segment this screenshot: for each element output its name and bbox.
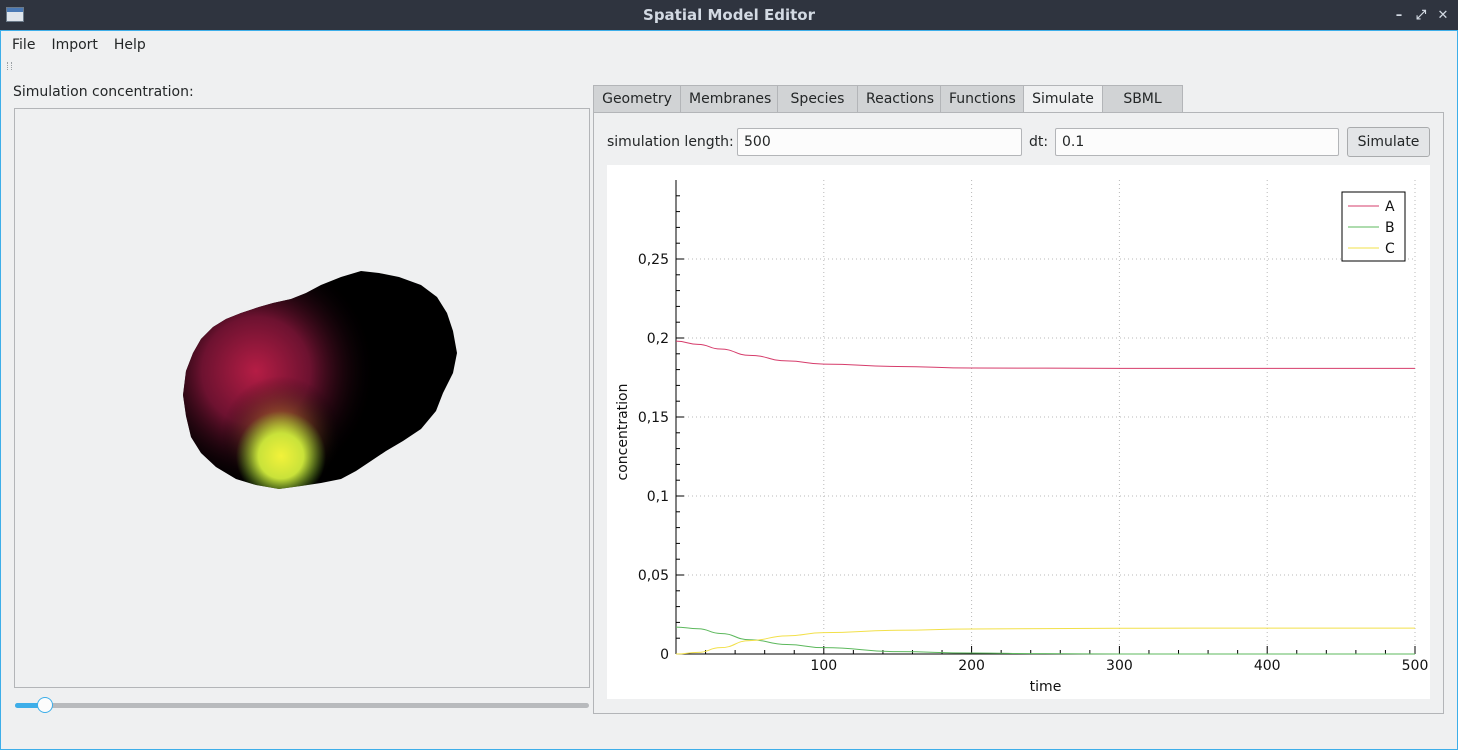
time-slider[interactable] (15, 697, 589, 713)
y-axis-label: concentration (615, 384, 631, 481)
splitter-grip[interactable] (7, 62, 12, 70)
x-tick-label: 200 (958, 658, 985, 674)
window-controls: – ⤢ ✕ (1392, 0, 1450, 30)
minimize-icon[interactable]: – (1395, 7, 1403, 23)
maximize-icon[interactable]: ⤢ (1415, 7, 1427, 23)
dt-input[interactable]: 0.1 (1055, 128, 1339, 156)
x-tick-label: 500 (1402, 658, 1429, 674)
tab-reactions[interactable]: Reactions (857, 85, 941, 112)
y-tick-label: 0,05 (638, 568, 669, 584)
menu-import[interactable]: Import (51, 37, 98, 53)
tab-sbml[interactable]: SBML (1102, 85, 1183, 112)
series-line-a (675, 340, 1415, 369)
legend-label-b: B (1385, 220, 1395, 236)
slider-handle[interactable] (37, 697, 54, 713)
y-tick-label: 0,15 (638, 410, 669, 426)
y-tick-label: 0 (660, 647, 669, 663)
dt-label: dt: (1029, 134, 1049, 150)
app-window-icon (6, 7, 24, 22)
tab-functions[interactable]: Functions (940, 85, 1024, 112)
simulation-concentration-label: Simulation concentration: (13, 84, 194, 100)
series-line-c (675, 627, 1415, 655)
chart-svg: 100 200 300 400 500 0 0,05 0,1 0,15 0,2 0,25 ABC t… (615, 180, 1429, 695)
y-tick-label: 0,25 (638, 252, 669, 268)
simulation-image-frame (14, 108, 590, 688)
x-axis-label: time (1030, 679, 1062, 695)
legend-label-a: A (1385, 199, 1395, 215)
slider-fill (15, 703, 46, 708)
tab-geometry[interactable]: Geometry (593, 85, 681, 112)
menu-help[interactable]: Help (113, 37, 146, 53)
x-tick-label: 400 (1254, 658, 1281, 674)
simulation-length-input[interactable]: 500 (737, 128, 1022, 156)
tab-simulate[interactable]: Simulate (1023, 85, 1103, 114)
close-icon[interactable]: ✕ (1437, 7, 1449, 23)
tab-species[interactable]: Species (777, 85, 858, 112)
concentration-image (183, 271, 457, 489)
menu-bar: File Import Help (0, 30, 154, 60)
x-tick-label: 300 (1106, 658, 1133, 674)
legend-label-c: C (1385, 241, 1395, 257)
menu-file[interactable]: File (12, 37, 36, 53)
x-tick-label: 100 (810, 658, 837, 674)
title-bar: Spatial Model Editor – ⤢ ✕ (0, 0, 1458, 30)
window-title: Spatial Model Editor (643, 6, 815, 24)
y-tick-label: 0,2 (647, 331, 669, 347)
simulate-button[interactable]: Simulate (1347, 127, 1430, 157)
series-line-b (675, 626, 1415, 655)
simulation-length-label: simulation length: (607, 134, 734, 150)
tab-membranes[interactable]: Membranes (680, 85, 778, 112)
tab-bar: Geometry Membranes Species Reactions Fun… (593, 85, 1183, 114)
y-tick-label: 0,1 (647, 489, 669, 505)
slider-groove (15, 703, 589, 708)
